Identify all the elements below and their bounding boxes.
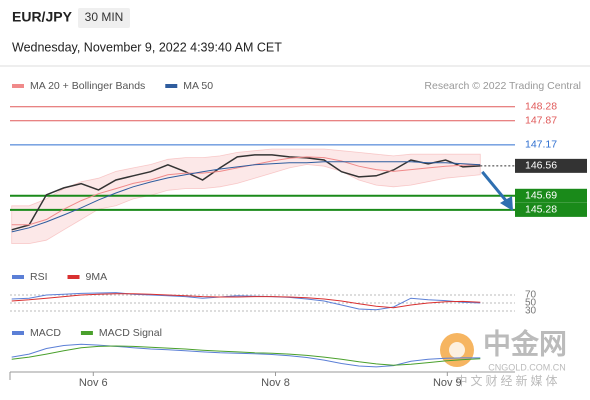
legend-label: MACD <box>30 327 61 339</box>
watermark-tagline: 中文财经新媒体 <box>455 373 560 388</box>
x-tick-label: Nov 9 <box>433 377 462 389</box>
legend-swatch <box>12 84 24 88</box>
x-tick-label: Nov 8 <box>261 377 290 389</box>
forecast-arrow <box>481 170 510 204</box>
level-box <box>515 158 587 173</box>
level-label: 147.87 <box>525 115 557 127</box>
level-label: 145.69 <box>525 190 557 202</box>
date: Wednesday, November 9, 2022 4:39:40 AM C… <box>12 40 282 54</box>
bollinger-band <box>11 148 481 244</box>
legend-swatch <box>67 275 80 279</box>
legend-swatch <box>12 331 24 335</box>
legend-label: MACD Signal <box>99 327 162 339</box>
series-line <box>11 345 481 366</box>
level-label: 147.17 <box>525 139 557 151</box>
timeframe: 30 MIN <box>85 10 124 24</box>
forecast-arrowhead <box>500 196 513 211</box>
level-label: 148.28 <box>525 100 557 112</box>
timeframe-box <box>78 8 130 28</box>
series-line <box>11 292 481 311</box>
legend-swatch <box>165 84 178 88</box>
legend-label: MA 50 <box>183 80 213 92</box>
series-line <box>11 343 481 368</box>
watermark-logo-inner <box>449 342 465 358</box>
legend-label: 9MA <box>86 271 108 283</box>
level-label: 145.28 <box>525 204 557 216</box>
credit: Research © 2022 Trading Central <box>424 80 581 92</box>
y-tick-label: 70 <box>525 290 537 301</box>
x-tick-label: Nov 6 <box>79 377 108 389</box>
price-line <box>11 154 481 231</box>
legend-swatch <box>80 331 93 335</box>
legend-swatch <box>12 275 24 279</box>
watermark-url: CNGOLD.COM.CN <box>488 362 566 372</box>
level-box <box>515 202 587 217</box>
legend-label: RSI <box>30 271 48 283</box>
series-line <box>11 161 481 233</box>
watermark-name: 中金网 <box>483 327 567 359</box>
symbol: EUR/JPY <box>12 9 73 25</box>
y-tick-label: 50 <box>525 298 537 309</box>
level-label: 146.56 <box>525 160 557 172</box>
y-tick-label: 30 <box>525 306 537 317</box>
series-line <box>11 293 481 309</box>
legend-label: MA 20 + Bollinger Bands <box>30 80 145 92</box>
level-box <box>515 188 587 203</box>
